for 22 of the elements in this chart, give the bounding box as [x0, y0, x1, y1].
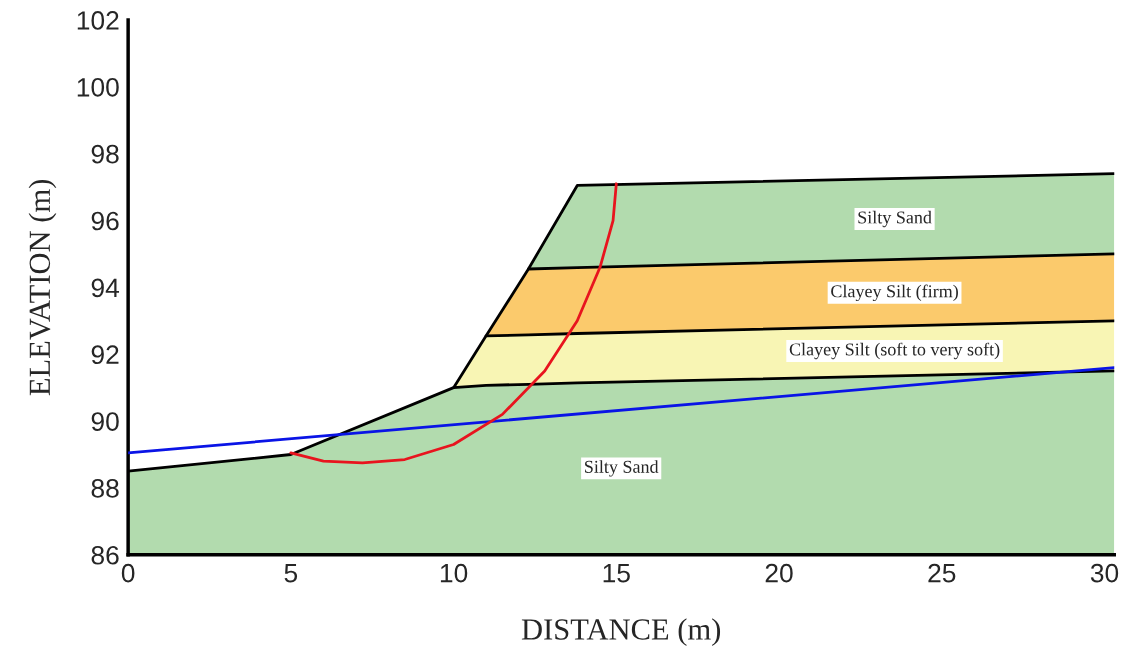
y-tick-label: 100 [77, 77, 119, 97]
x-tick-label: 0 [121, 563, 135, 583]
x-axis-title: DISTANCE (m) [521, 618, 721, 646]
series-label: Silty Sand [858, 210, 932, 228]
y-tick-label: 96 [91, 211, 119, 231]
y-tick-label: 92 [91, 345, 119, 365]
y-tick-label: 98 [91, 144, 119, 164]
y-tick-label: 86 [91, 545, 119, 565]
series-label: Clayey Silt (firm) [831, 284, 958, 302]
series-label: Clayey Silt (soft to very soft) [789, 342, 1000, 360]
series-label: Silty Sand [585, 460, 659, 477]
x-tick-label: 25 [928, 563, 956, 583]
y-tick-label: 90 [91, 412, 119, 431]
y-tick-label: 88 [91, 479, 119, 498]
x-tick-label: 15 [603, 564, 630, 583]
x-tick-label: 5 [284, 564, 298, 583]
x-tick-label: 20 [765, 563, 793, 583]
x-tick-label: 10 [440, 563, 468, 583]
x-tick-label: 30 [1090, 563, 1119, 583]
y-tick-label: 94 [91, 278, 120, 298]
y-tick-label: 102 [77, 11, 119, 30]
y-axis-title: ELEVATION (m) [28, 179, 57, 396]
